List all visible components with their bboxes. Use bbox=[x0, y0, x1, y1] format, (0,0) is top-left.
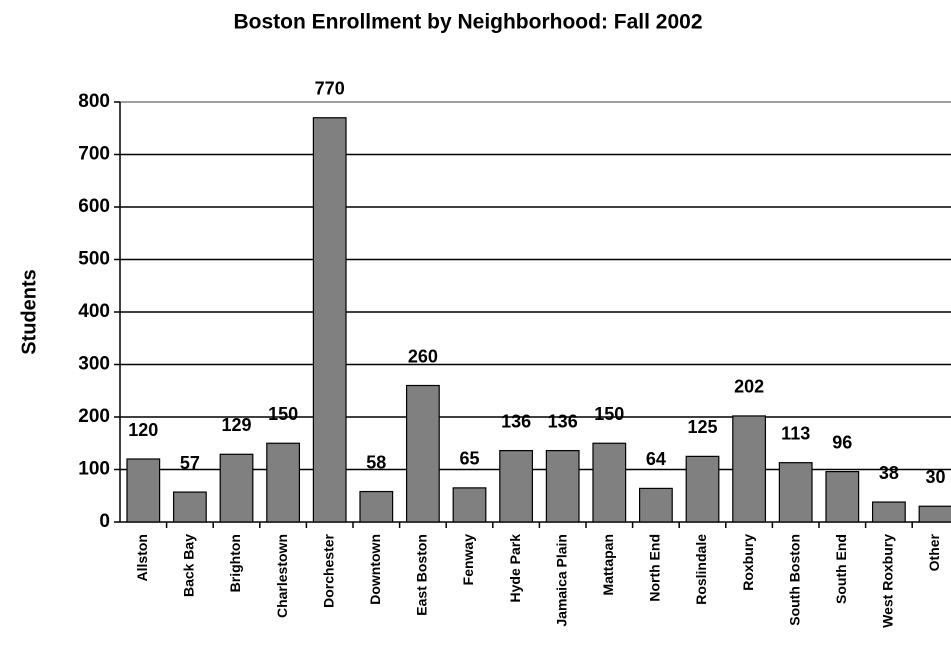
bar bbox=[871, 501, 906, 523]
value-label: 58 bbox=[366, 452, 386, 472]
x-tick-label: Hyde Park bbox=[507, 534, 523, 603]
x-tick-label: Downtown bbox=[367, 534, 383, 605]
x-tick-label: Mattapan bbox=[600, 534, 616, 595]
bar bbox=[545, 450, 580, 523]
x-tick-label: Fenway bbox=[460, 534, 476, 586]
x-tick-label: Other bbox=[926, 533, 942, 571]
x-tick-label: Jamaica Plain bbox=[553, 534, 569, 627]
x-tick-label: Roxbury bbox=[740, 534, 756, 591]
value-label: 125 bbox=[687, 417, 717, 437]
x-tick-label: Brighton bbox=[227, 534, 243, 592]
y-tick-label: 500 bbox=[78, 249, 110, 270]
bar bbox=[825, 471, 860, 523]
bar bbox=[638, 487, 673, 523]
x-tick-label: South Boston bbox=[786, 534, 802, 626]
bar bbox=[685, 455, 720, 523]
value-label: 770 bbox=[315, 79, 345, 99]
chart-title: Boston Enrollment by Neighborhood: Fall … bbox=[233, 11, 702, 34]
bar bbox=[312, 117, 347, 523]
y-tick-label: 400 bbox=[78, 301, 110, 322]
x-tick-label: Roslindale bbox=[693, 534, 709, 605]
x-tick-label: Charlestown bbox=[274, 534, 290, 618]
value-label: 150 bbox=[594, 404, 624, 424]
y-tick-label: 600 bbox=[78, 196, 110, 217]
x-tick-label: North End bbox=[647, 534, 663, 602]
value-label: 150 bbox=[268, 404, 298, 424]
bar bbox=[592, 442, 627, 523]
value-label: 113 bbox=[781, 423, 810, 443]
value-label: 30 bbox=[925, 467, 945, 487]
x-tick-label: Allston bbox=[134, 534, 150, 581]
value-label: 120 bbox=[128, 420, 158, 440]
y-tick-label: 300 bbox=[78, 354, 110, 375]
bar bbox=[499, 450, 534, 523]
value-label: 136 bbox=[548, 411, 578, 431]
value-label: 129 bbox=[221, 415, 251, 435]
bar bbox=[172, 491, 207, 523]
y-axis-label: Students bbox=[18, 269, 40, 355]
x-tick-label: South End bbox=[833, 534, 849, 604]
y-tick-label: 200 bbox=[78, 406, 110, 427]
value-label: 57 bbox=[180, 453, 200, 473]
value-label: 136 bbox=[501, 411, 531, 431]
x-tick-label: East Boston bbox=[414, 534, 430, 616]
x-tick-label: West Roxbury bbox=[880, 534, 896, 628]
bar bbox=[126, 458, 161, 523]
value-label: 65 bbox=[459, 449, 479, 469]
value-label: 96 bbox=[832, 432, 852, 452]
y-tick-label: 700 bbox=[78, 144, 110, 165]
value-label: 64 bbox=[646, 449, 666, 469]
bar bbox=[918, 505, 951, 523]
bar bbox=[732, 415, 767, 523]
x-tick-label: Back Bay bbox=[181, 534, 197, 597]
bar bbox=[219, 453, 254, 523]
value-label: 202 bbox=[734, 377, 764, 397]
bar bbox=[359, 490, 394, 523]
value-label: 38 bbox=[879, 463, 899, 483]
x-tick-label: Dorchester bbox=[320, 533, 336, 607]
y-tick-label: 100 bbox=[78, 459, 110, 480]
value-label: 260 bbox=[408, 346, 438, 366]
bar bbox=[405, 384, 440, 523]
y-tick-label: 800 bbox=[78, 91, 110, 112]
bar bbox=[452, 487, 487, 523]
y-tick-label: 0 bbox=[99, 511, 110, 532]
bar bbox=[266, 442, 301, 523]
bar bbox=[778, 462, 813, 523]
